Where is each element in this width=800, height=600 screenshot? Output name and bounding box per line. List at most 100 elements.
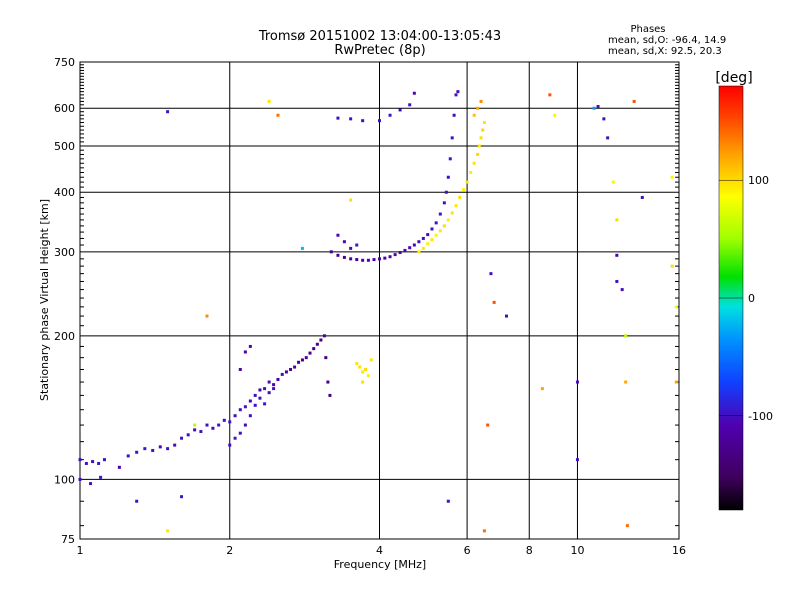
data-point <box>258 396 262 400</box>
x-tick-label: 2 <box>226 544 233 557</box>
data-point <box>452 113 456 117</box>
data-point <box>383 256 387 260</box>
grid-layer <box>79 61 680 540</box>
data-point <box>364 367 368 371</box>
data-point <box>388 255 392 259</box>
data-point <box>89 482 93 486</box>
stats-x: mean, sd,X: 92.5, 20.3 <box>608 46 722 57</box>
data-point <box>417 250 421 254</box>
data-point <box>329 250 333 254</box>
x-tick-label: 4 <box>376 544 383 557</box>
data-point <box>670 264 674 268</box>
data-point <box>640 195 644 199</box>
data-point <box>476 152 480 156</box>
x-tick-label: 10 <box>570 544 584 557</box>
data-point <box>308 351 312 355</box>
data-point <box>166 447 170 451</box>
data-point <box>378 257 381 261</box>
data-point <box>263 402 267 406</box>
data-point <box>284 370 288 374</box>
x-tick-labels: 1 2 4 6 8 10 16 <box>77 544 687 557</box>
data-point <box>248 414 252 418</box>
data-point <box>99 475 103 479</box>
data-point <box>91 460 95 464</box>
y-axis-label: Stationary phase Virtual Height [km] <box>38 199 51 401</box>
data-point <box>602 117 606 121</box>
data-point <box>444 190 448 194</box>
data-point <box>430 227 434 231</box>
data-point <box>211 426 215 430</box>
data-point <box>456 90 460 94</box>
data-point <box>166 529 170 533</box>
y-tick-label: 750 <box>54 56 75 69</box>
data-point <box>267 99 271 103</box>
data-point <box>674 305 678 309</box>
data-point <box>205 423 209 427</box>
data-point <box>446 175 450 179</box>
x-axis-label: Frequency [MHz] <box>334 558 426 571</box>
data-point <box>193 423 197 427</box>
data-point <box>575 380 579 384</box>
data-point <box>472 161 476 165</box>
data-point <box>349 257 353 261</box>
data-point <box>135 499 139 503</box>
data-point <box>78 458 82 462</box>
data-point <box>361 119 365 123</box>
data-point <box>315 342 319 346</box>
data-point <box>272 383 276 387</box>
data-point <box>117 465 121 469</box>
data-point <box>615 253 619 257</box>
data-point <box>205 314 209 318</box>
data-point <box>615 218 619 222</box>
data-point <box>253 393 257 397</box>
data-point <box>448 157 452 161</box>
data-point <box>151 448 155 452</box>
data-point <box>193 428 197 432</box>
data-point <box>361 258 365 262</box>
x-tick-label: 16 <box>672 544 686 557</box>
x-tick-label: 6 <box>464 544 471 557</box>
data-point <box>417 240 421 244</box>
data-point <box>84 461 88 465</box>
colorbar-label: [deg] <box>715 70 752 86</box>
data-point <box>472 113 476 117</box>
data-point <box>412 91 416 95</box>
data-point <box>158 445 162 449</box>
data-point <box>166 110 170 114</box>
data-point <box>625 524 629 528</box>
data-point <box>276 113 280 117</box>
colorbar-tick-label: 0 <box>748 292 755 305</box>
data-point <box>438 229 442 233</box>
data-point <box>143 447 147 451</box>
stats-heading: Phases <box>630 24 665 35</box>
data-point <box>446 499 450 503</box>
data-point <box>186 433 190 437</box>
data-point <box>670 175 674 179</box>
data-point <box>238 408 242 412</box>
data-point <box>312 347 316 351</box>
data-point <box>398 251 402 255</box>
data-point <box>361 370 365 374</box>
data-point <box>632 99 636 103</box>
data-point <box>180 436 184 440</box>
data-point <box>272 387 276 391</box>
data-point <box>615 279 619 283</box>
data-point <box>267 391 271 395</box>
data-point <box>78 477 82 481</box>
data-point <box>430 238 434 242</box>
data-point <box>102 458 106 462</box>
data-point <box>479 136 483 140</box>
data-point <box>486 423 490 427</box>
data-point <box>280 372 284 376</box>
x-tick-label: 8 <box>526 544 533 557</box>
data-point <box>504 314 508 318</box>
chart-subtitle: RwPretec (8p) <box>334 43 425 58</box>
data-point <box>297 360 301 364</box>
x-tick-label: 1 <box>77 544 84 557</box>
data-point <box>276 377 280 381</box>
data-point <box>248 399 252 403</box>
data-point <box>342 240 346 244</box>
data-point <box>366 258 370 262</box>
data-point <box>300 358 304 362</box>
data-point <box>355 361 359 365</box>
